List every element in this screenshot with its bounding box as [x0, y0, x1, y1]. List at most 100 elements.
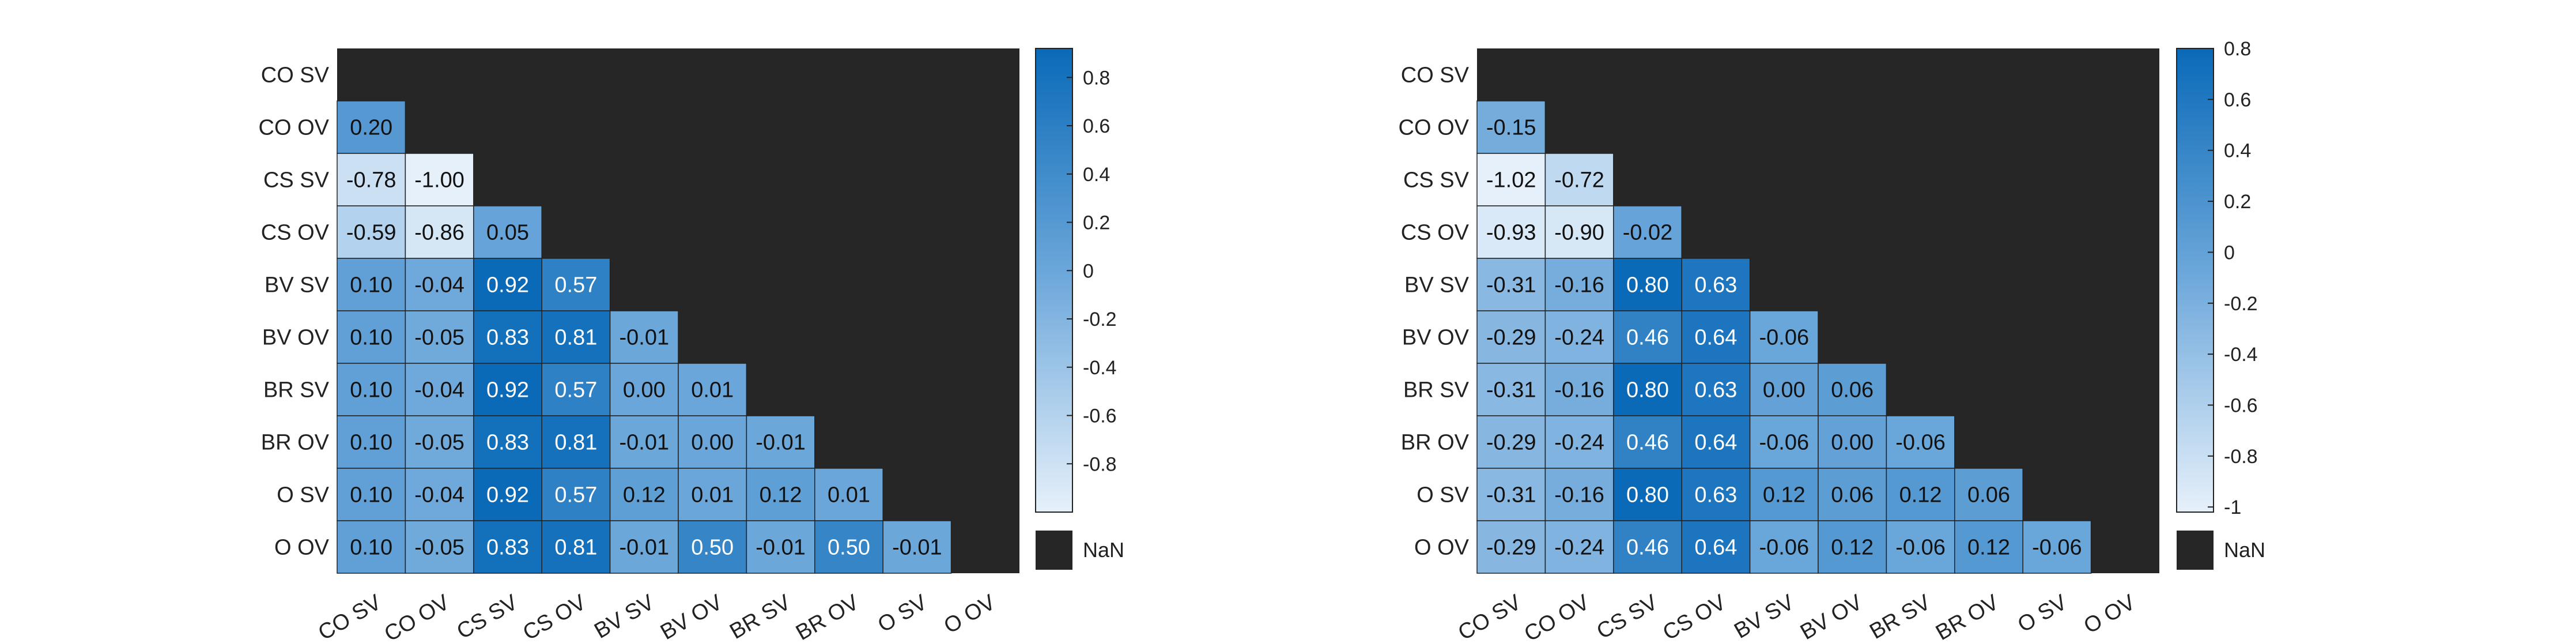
row-tick-label: CO SV [1401, 63, 1470, 88]
heatmap-cell [814, 468, 883, 521]
cell-value-label: 0.06 [1831, 483, 1874, 507]
cell-value-label: -0.01 [892, 536, 942, 560]
heatmap-cell [1749, 310, 1819, 364]
heatmap-cell [473, 258, 542, 311]
column-tick-label: O OV [2080, 590, 2140, 638]
cell-value-label: 0.12 [1899, 483, 1942, 507]
row-tick-label: BV SV [265, 273, 330, 298]
cell-value-label: 0.83 [486, 431, 529, 455]
heatmap-cell [609, 520, 679, 574]
cell-value-label: 0.57 [554, 483, 597, 507]
cell-value-label: -0.16 [1554, 378, 1604, 403]
nan-legend-swatch [1036, 531, 1072, 570]
heatmap-cell [405, 363, 474, 416]
cell-value-label: -0.86 [414, 221, 464, 245]
cell-value-label: -0.05 [414, 431, 464, 455]
heatmap-cell [405, 258, 474, 311]
heatmap-cell [746, 468, 815, 521]
cell-value-label: 0.92 [486, 273, 529, 298]
heatmap-cell [473, 363, 542, 416]
cell-value-label: 0.80 [1626, 378, 1669, 403]
cell-value-label: 0.64 [1694, 536, 1737, 560]
cell-value-label: 0.06 [1967, 483, 2010, 507]
colorbar-tick-label: 0.8 [1083, 67, 1110, 89]
row-tick-label: O OV [274, 536, 330, 560]
cell-value-label: 0.00 [1763, 378, 1806, 403]
cell-value-label: 0.50 [828, 536, 870, 560]
heatmap-cell [1681, 520, 1751, 574]
cell-value-label: -0.24 [1554, 326, 1604, 350]
cell-value-label: -0.01 [756, 536, 806, 560]
row-tick-label: BR OV [1401, 431, 1470, 455]
row-tick-label: BR SV [1403, 378, 1470, 403]
colorbar-tick-label: -0.6 [2224, 394, 2258, 416]
cell-value-label: 0.46 [1626, 326, 1669, 350]
cell-value-label: -0.16 [1554, 273, 1604, 298]
cell-value-label: 0.81 [554, 536, 597, 560]
colorbar-tick-label: 0.6 [1083, 115, 1110, 137]
heatmap-cell [1613, 310, 1682, 364]
cell-value-label: -0.59 [346, 221, 396, 245]
heatmap-cell [337, 363, 406, 416]
column-tick-label: BR OV [1932, 590, 2003, 643]
nan-legend-label: NaN [2224, 538, 2265, 562]
cell-value-label: -0.31 [1486, 378, 1536, 403]
cell-value-label: -0.72 [1554, 168, 1604, 193]
heatmap-cell [473, 468, 542, 521]
heatmap-cell [678, 520, 747, 574]
cell-value-label: 0.81 [554, 431, 597, 455]
heatmap-cell [609, 415, 679, 469]
heatmap-cell [1544, 415, 1614, 469]
cell-value-label: 0.10 [350, 536, 392, 560]
heatmap-cell [1476, 363, 1546, 416]
row-tick-label: CO OV [259, 116, 330, 140]
heatmap-cell [1544, 258, 1614, 311]
heatmap-cell [1681, 468, 1751, 521]
cell-value-label: 0.12 [1763, 483, 1806, 507]
column-tick-label: BV OV [1796, 590, 1867, 643]
heatmap-cell [1544, 153, 1614, 206]
row-tick-label: O SV [1417, 483, 1469, 507]
colorbar-tick-label: -0.8 [1083, 453, 1117, 475]
heatmap-cell [1886, 415, 1955, 469]
heatmap-cell [1476, 310, 1546, 364]
heatmap-cell [1954, 520, 2023, 574]
colorbar-tick-label: 0.4 [2224, 140, 2251, 162]
column-tick-label: CS SV [1593, 590, 1662, 643]
cell-value-label: -0.06 [1895, 431, 1946, 455]
colorbar-tick-label: 0.6 [2224, 89, 2251, 111]
column-tick-label: BV SV [1730, 590, 1799, 643]
heatmap-cell [541, 258, 611, 311]
cell-value-label: -0.31 [1486, 273, 1536, 298]
column-tick-label: CO OV [380, 590, 454, 643]
heatmap-cell [541, 363, 611, 416]
cell-value-label: -0.31 [1486, 483, 1536, 507]
cell-value-label: -0.06 [2032, 536, 2082, 560]
cell-value-label: 0.63 [1694, 273, 1737, 298]
heatmap-cell [678, 363, 747, 416]
column-tick-label: CO OV [1520, 590, 1594, 643]
cell-value-label: -0.16 [1554, 483, 1604, 507]
cell-value-label: 0.50 [691, 536, 734, 560]
column-tick-label: CS OV [1659, 590, 1730, 643]
cell-value-label: 0.01 [691, 378, 734, 403]
cell-value-label: 0.12 [1967, 536, 2010, 560]
column-tick-label: O OV [940, 590, 1000, 638]
cell-value-label: 0.57 [554, 378, 597, 403]
column-tick-label: BR OV [792, 590, 863, 643]
colorbar: 0.8 0.6 0.4 0.2 0 -0.2 -0.4 -0.6 -0.8 NaN [1035, 48, 1124, 570]
column-tick-label: O SV [2014, 590, 2071, 637]
cell-value-label: 0.00 [691, 431, 734, 455]
colorbar: 0.8 0.6 0.4 0.2 0 -0.2 -0.4 -0.6 -0.8 -1 NaN [2176, 38, 2265, 570]
row-tick-label: BV OV [1402, 326, 1470, 350]
heatmap-cell [405, 415, 474, 469]
cell-value-label: -1.00 [414, 168, 464, 193]
colorbar-tick-label: 0 [1083, 260, 1094, 282]
row-tick-label: CS SV [263, 168, 330, 193]
cell-value-label: -0.24 [1554, 536, 1604, 560]
colorbar-tick-label: 0.8 [2224, 38, 2251, 60]
column-tick-label: CS OV [519, 590, 590, 643]
cell-value-label: 0.64 [1694, 431, 1737, 455]
heatmap-cell [337, 468, 406, 521]
heatmap-cell [473, 415, 542, 469]
